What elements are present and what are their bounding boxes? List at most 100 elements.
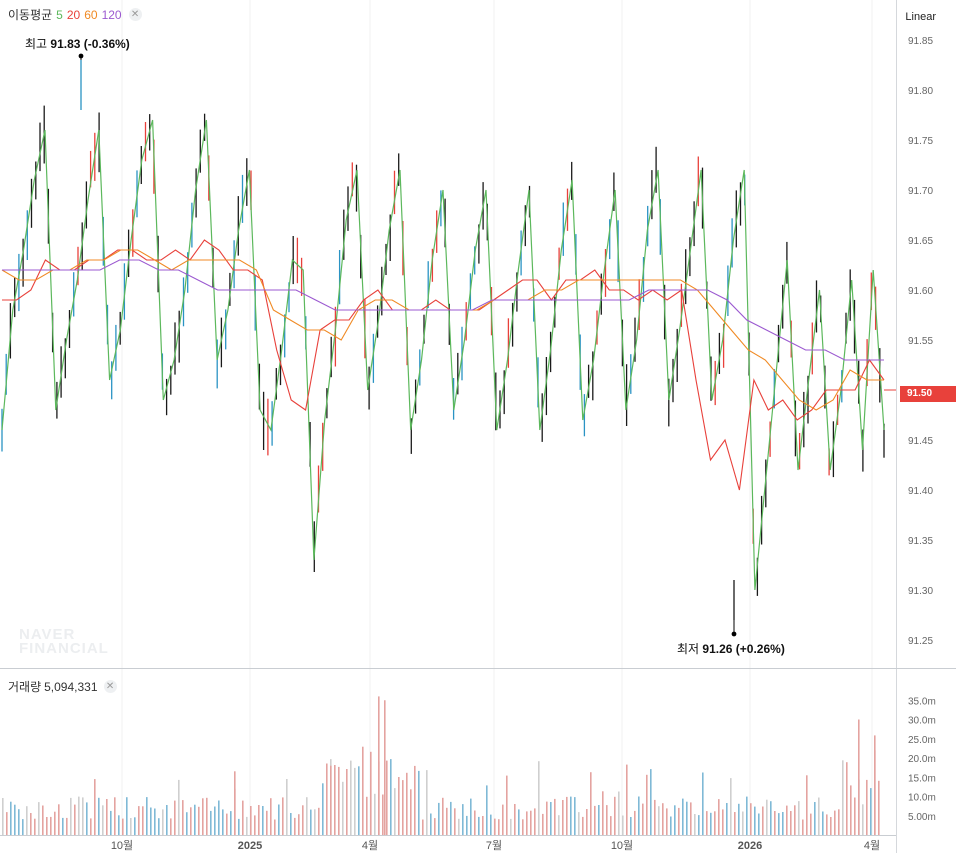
volume-bar [610,816,612,835]
volume-bar [154,808,156,835]
volume-bar [10,801,12,835]
volume-bar [306,797,308,835]
volume-bar [98,797,100,835]
volume-bar [630,817,632,835]
volume-bar [166,805,168,835]
volume-bar [326,763,328,835]
volume-bar [118,815,120,835]
volume-bar [654,799,656,835]
volume-bar [130,818,132,835]
volume-bar [234,788,236,835]
volume-bar [106,799,108,835]
volume-bar [870,788,872,835]
volume-tick-label: 15.0m [908,773,936,784]
scale-mode-button[interactable]: Linear [905,11,936,23]
legend-ma5: 5 [56,7,63,22]
volume-bar [142,806,144,835]
volume-bar [126,797,128,835]
volume-bar [522,819,524,835]
volume-bar [266,810,268,835]
volume-bar [182,800,184,835]
price-tick-label: 91.80 [908,86,933,97]
volume-bar [158,818,160,835]
volume-tick-label: 35.0m [908,696,936,707]
low-label: 최저 [677,642,702,656]
volume-bar [414,765,416,835]
volume-bar [390,759,392,835]
volume-bar [394,788,396,835]
candles [1,60,885,620]
price-tick-label: 91.30 [908,586,933,597]
volume-bar [874,750,876,835]
volume-bar [466,815,468,835]
volume-bar [766,799,768,835]
volume-bar [54,811,56,835]
low-marker-dot [731,631,737,637]
volume-bar [638,796,640,835]
volume-bar [662,803,664,835]
volume-bar [726,803,728,835]
close-icon[interactable]: ✕ [128,8,142,21]
volume-bar [698,815,700,835]
volume-bar [354,767,356,835]
volume-bar [330,765,332,835]
volume-legend: 거래량 5,094,331 ✕ [8,678,117,695]
volume-bar [546,801,548,835]
volume-bar [314,809,316,835]
volume-bar [426,770,428,835]
volume-bar [34,818,36,835]
volume-bar [30,813,32,835]
volume-bar [110,810,112,835]
volume-tick-label: 20.0m [908,754,936,765]
moving-average-lines [1,119,885,591]
volume-bar [198,806,200,835]
volume-bar [686,801,688,835]
volume-bar [790,811,792,835]
volume-bar [410,789,412,835]
volume-bar [66,817,68,835]
volume-bar [174,800,176,835]
volume-bar [86,802,88,835]
volume-bar [798,801,800,835]
volume-bar [114,797,116,835]
volume-bar [438,802,440,835]
volume-bar [422,819,424,835]
volume-bar [18,809,20,835]
high-annotation: 최고 91.83 (-0.36%) [25,37,130,51]
moving-average-legend: 이동평균 5 20 60 120 ✕ [8,6,142,23]
volume-bar [194,804,196,835]
close-icon[interactable]: ✕ [103,680,117,693]
volume-bar [138,806,140,835]
volume-bar [734,812,736,835]
volume-bar [362,746,364,835]
volume-bar [470,798,472,835]
volume-bar [214,806,216,835]
volume-bar [134,817,136,835]
volume-value: 5,094,331 [44,679,98,694]
volume-bar [442,797,444,835]
volume-bar [162,809,164,835]
volume-tick-label: 10.0m [908,793,936,804]
volume-bar [374,793,376,835]
volume-bar [806,775,808,835]
volume-bar [262,806,264,835]
legend-title: 이동평균 [8,8,53,22]
low-value: 91.26 (+0.26%) [702,642,784,656]
volume-bar [530,810,532,835]
volume-bar [754,806,756,835]
volume-bar [842,760,844,835]
volume-bar [786,805,788,835]
volume-bar [14,804,16,835]
volume-bar [794,805,796,835]
volume-bar [462,804,464,835]
volume-bar [122,818,124,835]
volume-bar [510,818,512,835]
volume-bar [58,804,60,835]
volume-bar [602,791,604,835]
x-tick-label: 2025 [238,840,262,852]
volume-bar [222,809,224,835]
volume-bar [270,798,272,835]
volume-bar [370,751,372,835]
